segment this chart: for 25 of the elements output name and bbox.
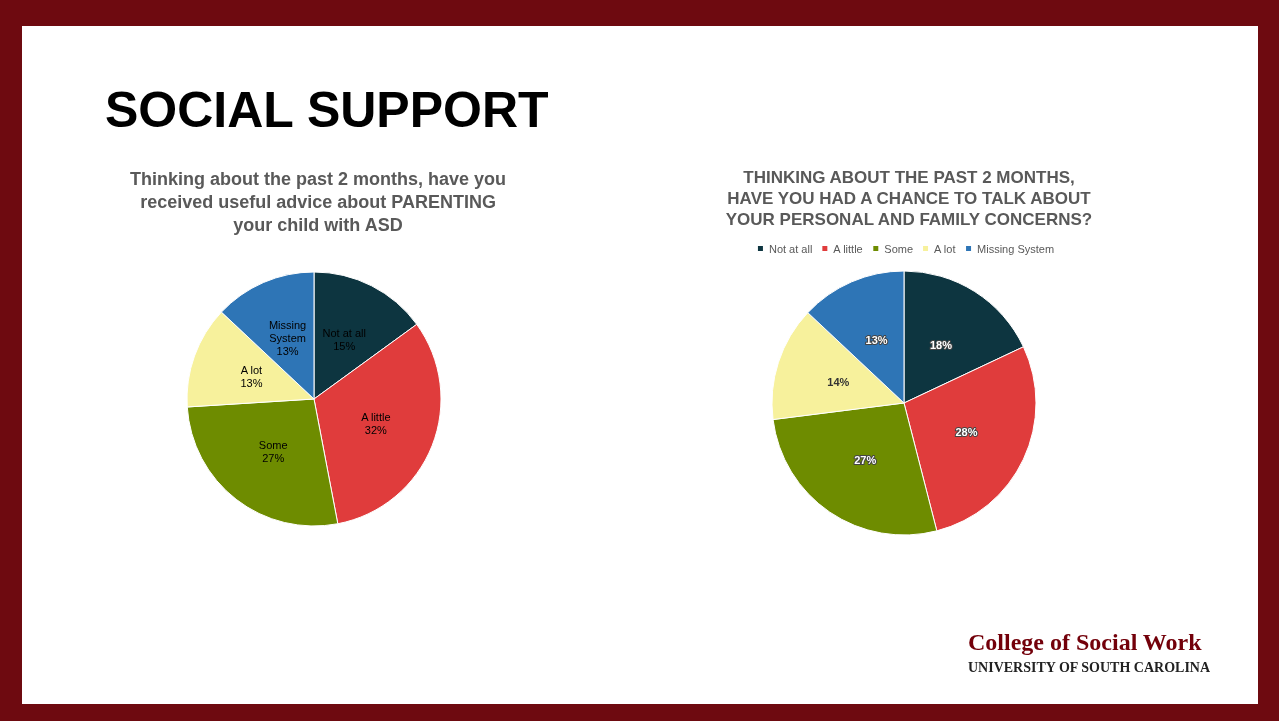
slice-label: Some (258, 439, 288, 452)
data-label: 27% (262, 452, 285, 465)
legend-label: A little (833, 242, 863, 255)
data-label: 13% (240, 376, 263, 389)
text: UNIVERSITY OF SOUTH CAROLINA (968, 659, 1211, 675)
chart-subtitle: Thinking about the past 2 months, have you received useful advice about PARENTING your child with ASD (129, 168, 507, 235)
legend-label: Some (884, 242, 914, 255)
text: College of Social Work (968, 629, 1203, 655)
data-label: 14% (827, 375, 850, 388)
data-label: 32% (364, 423, 388, 436)
data-label: 27% (854, 454, 877, 467)
slice-label: A lot (240, 363, 263, 376)
legend-label: Missing System (977, 242, 1055, 255)
slice-label: Missing System (268, 318, 307, 344)
chart-title: THINKING ABOUT THE PAST 2 MONTHS, HAVE YOU HAD A CHANCE TO TALK ABOUT YOUR PERSONAL AND FAMILY CONCERNS? (725, 168, 1093, 229)
legend-label: Not at all (768, 242, 813, 255)
chart-title: SOCIAL SUPPORT (105, 82, 549, 138)
data-label: 13% (865, 333, 888, 346)
data-label: 18% (929, 338, 953, 351)
legend-label: A lot (934, 242, 956, 255)
data-label: 28% (955, 426, 978, 439)
data-label: 13% (276, 344, 299, 357)
slice-label: A little (361, 410, 391, 423)
data-label: 15% (333, 340, 356, 353)
slice-label: Not at all (322, 327, 366, 340)
